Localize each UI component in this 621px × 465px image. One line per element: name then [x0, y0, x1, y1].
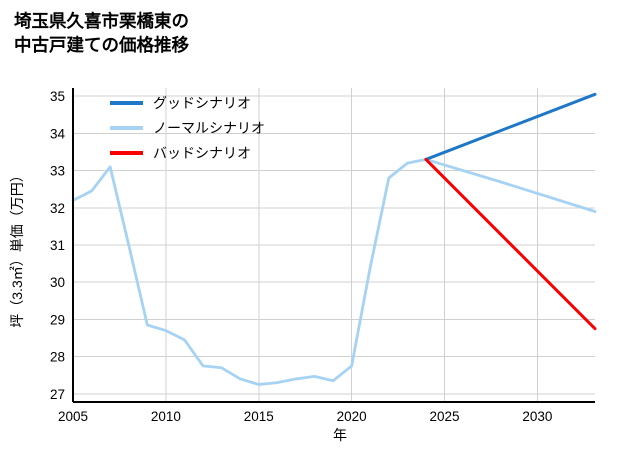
legend-label: ノーマルシナリオ — [153, 120, 265, 136]
series-line — [71, 158, 597, 386]
x-tick-label: 2030 — [522, 409, 552, 424]
y-tick-label: 35 — [50, 89, 65, 104]
y-tick-label: 28 — [50, 350, 65, 365]
y-tick-label: 34 — [50, 126, 66, 141]
x-tick-label: 2025 — [430, 409, 460, 424]
y-tick-label: 30 — [50, 275, 65, 290]
x-tick-label: 2010 — [151, 409, 181, 424]
x-tick-labels: 2005 2010 2015 2020 2025 2030 — [58, 409, 552, 424]
y-tick-label: 33 — [50, 164, 65, 179]
x-tick-label: 2020 — [337, 409, 367, 424]
series-line — [424, 92, 597, 161]
gridlines-group — [72, 88, 595, 402]
axis-spines — [71, 88, 595, 404]
y-axis-title: 坪（3.3㎡）単価（万円） — [9, 168, 25, 327]
chart-title: 埼玉県久喜市栗橋東の 中古戸建ての価格推移 — [14, 11, 189, 55]
series-group — [71, 92, 597, 386]
x-tick-label: 2005 — [58, 409, 88, 424]
y-tick-label: 31 — [50, 238, 65, 253]
x-axis-title: 年 — [333, 427, 347, 443]
x-tick-label: 2015 — [244, 409, 274, 424]
legend-label: バッドシナリオ — [153, 145, 251, 161]
legend-label: グッドシナリオ — [153, 95, 251, 111]
y-tick-label: 32 — [50, 201, 65, 216]
series-line — [424, 157, 597, 331]
y-tick-label: 27 — [50, 387, 65, 402]
y-tick-labels: 27 28 29 30 31 32 33 34 35 — [50, 89, 66, 402]
y-tick-label: 29 — [50, 312, 65, 327]
